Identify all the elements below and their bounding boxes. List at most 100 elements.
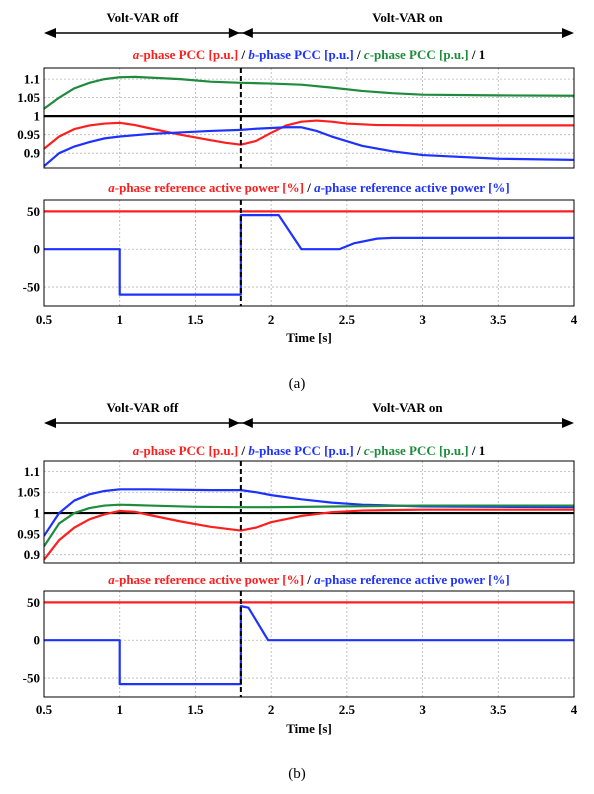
series-line-green [44,503,574,547]
series-group [44,601,574,686]
x-tick-label: 2.5 [339,702,356,717]
y-tick-label: 50 [27,595,40,610]
title-part: -phase reference active power [%] [115,572,307,587]
grid [43,68,575,168]
y-tick-label: -50 [23,671,40,686]
x-tick-label: 0.5 [36,702,53,717]
x-tick-label: 2.5 [339,312,356,327]
arrow-head-switch-right [241,418,253,428]
y-tick-label: 1.05 [17,90,40,105]
y-tick-label: -50 [23,280,40,295]
title-part: b [248,443,255,458]
title-part: / 1 [471,47,485,62]
x-tick-label: 4 [571,702,578,717]
plot-b-2: a-phase reference active power [%] / a-p… [23,572,575,698]
arrow-head-switch-left [228,28,240,38]
arrow-head-switch-right [241,28,253,38]
x-tick-label: 3 [419,312,426,327]
plot-title: a-phase PCC [p.u.] / b-phase PCC [p.u.] … [133,443,486,458]
title-part: a [133,443,140,458]
y-tick-label: 0.9 [24,146,41,161]
series-group [44,488,574,561]
y-tick-label: 1.1 [24,72,40,87]
x-tick-label: 3.5 [490,702,507,717]
title-part: / [306,180,314,195]
plot-title: a-phase reference active power [%] / a-p… [108,180,509,195]
title-part: -phase PCC [p.u.] [370,443,472,458]
annotation-volt-var-off: Volt-VAR off [106,10,179,25]
y-tick-label: 1 [34,506,41,521]
series-line-blue [44,214,574,296]
title-part: -phase reference active power [%] [321,572,510,587]
grid [43,591,575,697]
plot-title: a-phase PCC [p.u.] / b-phase PCC [p.u.] … [133,47,486,62]
y-tick-label: 0.95 [17,526,40,541]
annotation-volt-var-on: Volt-VAR on [372,400,443,415]
title-part: -phase reference active power [%] [321,180,510,195]
arrow-head-left [44,418,56,428]
y-tick-label: 1 [34,109,41,124]
mode-arrows [44,28,574,38]
series-line-blue [44,126,574,167]
title-part: -phase PCC [p.u.] [139,443,241,458]
x-tick-label: 0.5 [36,312,53,327]
x-axis-label: Time [s] [286,330,332,345]
grid [43,200,575,306]
title-part: a [314,180,321,195]
y-tick-label: 0 [34,633,41,648]
figure-caption: (b) [288,766,306,782]
title-part: -phase PCC [p.u.] [255,443,357,458]
x-tick-label: 1.5 [187,702,204,717]
title-part: a [108,180,115,195]
title-part: -phase PCC [p.u.] [139,47,241,62]
title-part: b [248,47,255,62]
y-tick-label: 0 [34,242,41,257]
y-tick-label: 50 [27,204,40,219]
x-tick-label: 3 [419,702,426,717]
y-tick-label: 0.95 [17,127,40,142]
title-part: -phase PCC [p.u.] [370,47,472,62]
y-tick-label: 0.9 [24,547,41,562]
title-part: / [306,572,314,587]
arrow-head-left [44,28,56,38]
title-part: / [356,443,364,458]
x-tick-label: 1 [116,702,123,717]
annotation-volt-var-on: Volt-VAR on [372,10,443,25]
arrow-head-switch-left [228,418,240,428]
title-part: a [314,572,321,587]
x-tick-label: 1 [116,312,123,327]
series-group [44,210,574,296]
figure-caption: (a) [289,376,306,392]
annotation-volt-var-off: Volt-VAR off [106,400,179,415]
plot-frame [43,460,575,564]
x-axis-label: Time [s] [286,721,332,736]
title-part: a [108,572,115,587]
x-tick-label: 4 [571,312,578,327]
series-line-blue [44,605,574,686]
chart-a: Volt-VAR off Volt-VAR ona-phase PCC [p.u.… [17,10,578,392]
x-tick-label: 2 [268,702,275,717]
title-part: c [364,443,370,458]
plot-a-1: a-phase PCC [p.u.] / b-phase PCC [p.u.] … [17,47,575,169]
series-line-blue [44,488,574,537]
mode-arrows [44,418,574,428]
title-part: -phase PCC [p.u.] [255,47,357,62]
y-tick-label: 1.1 [24,464,40,479]
title-part: a [133,47,140,62]
title-part: / [240,47,248,62]
series-line-green [44,75,574,110]
plot-a-2: a-phase reference active power [%] / a-p… [23,180,575,307]
title-part: / [356,47,364,62]
series-line-red [44,508,574,561]
chart-b: Volt-VAR off Volt-VAR ona-phase PCC [p.u.… [17,400,578,782]
plot-frame [43,67,575,169]
plot-frame [43,590,575,698]
y-tick-label: 1.05 [17,485,40,500]
title-part: / [240,443,248,458]
plot-b-1: a-phase PCC [p.u.] / b-phase PCC [p.u.] … [17,443,575,564]
x-tick-label: 1.5 [187,312,204,327]
plot-frame [43,199,575,307]
series-group [44,75,574,167]
arrow-head-right [562,28,574,38]
